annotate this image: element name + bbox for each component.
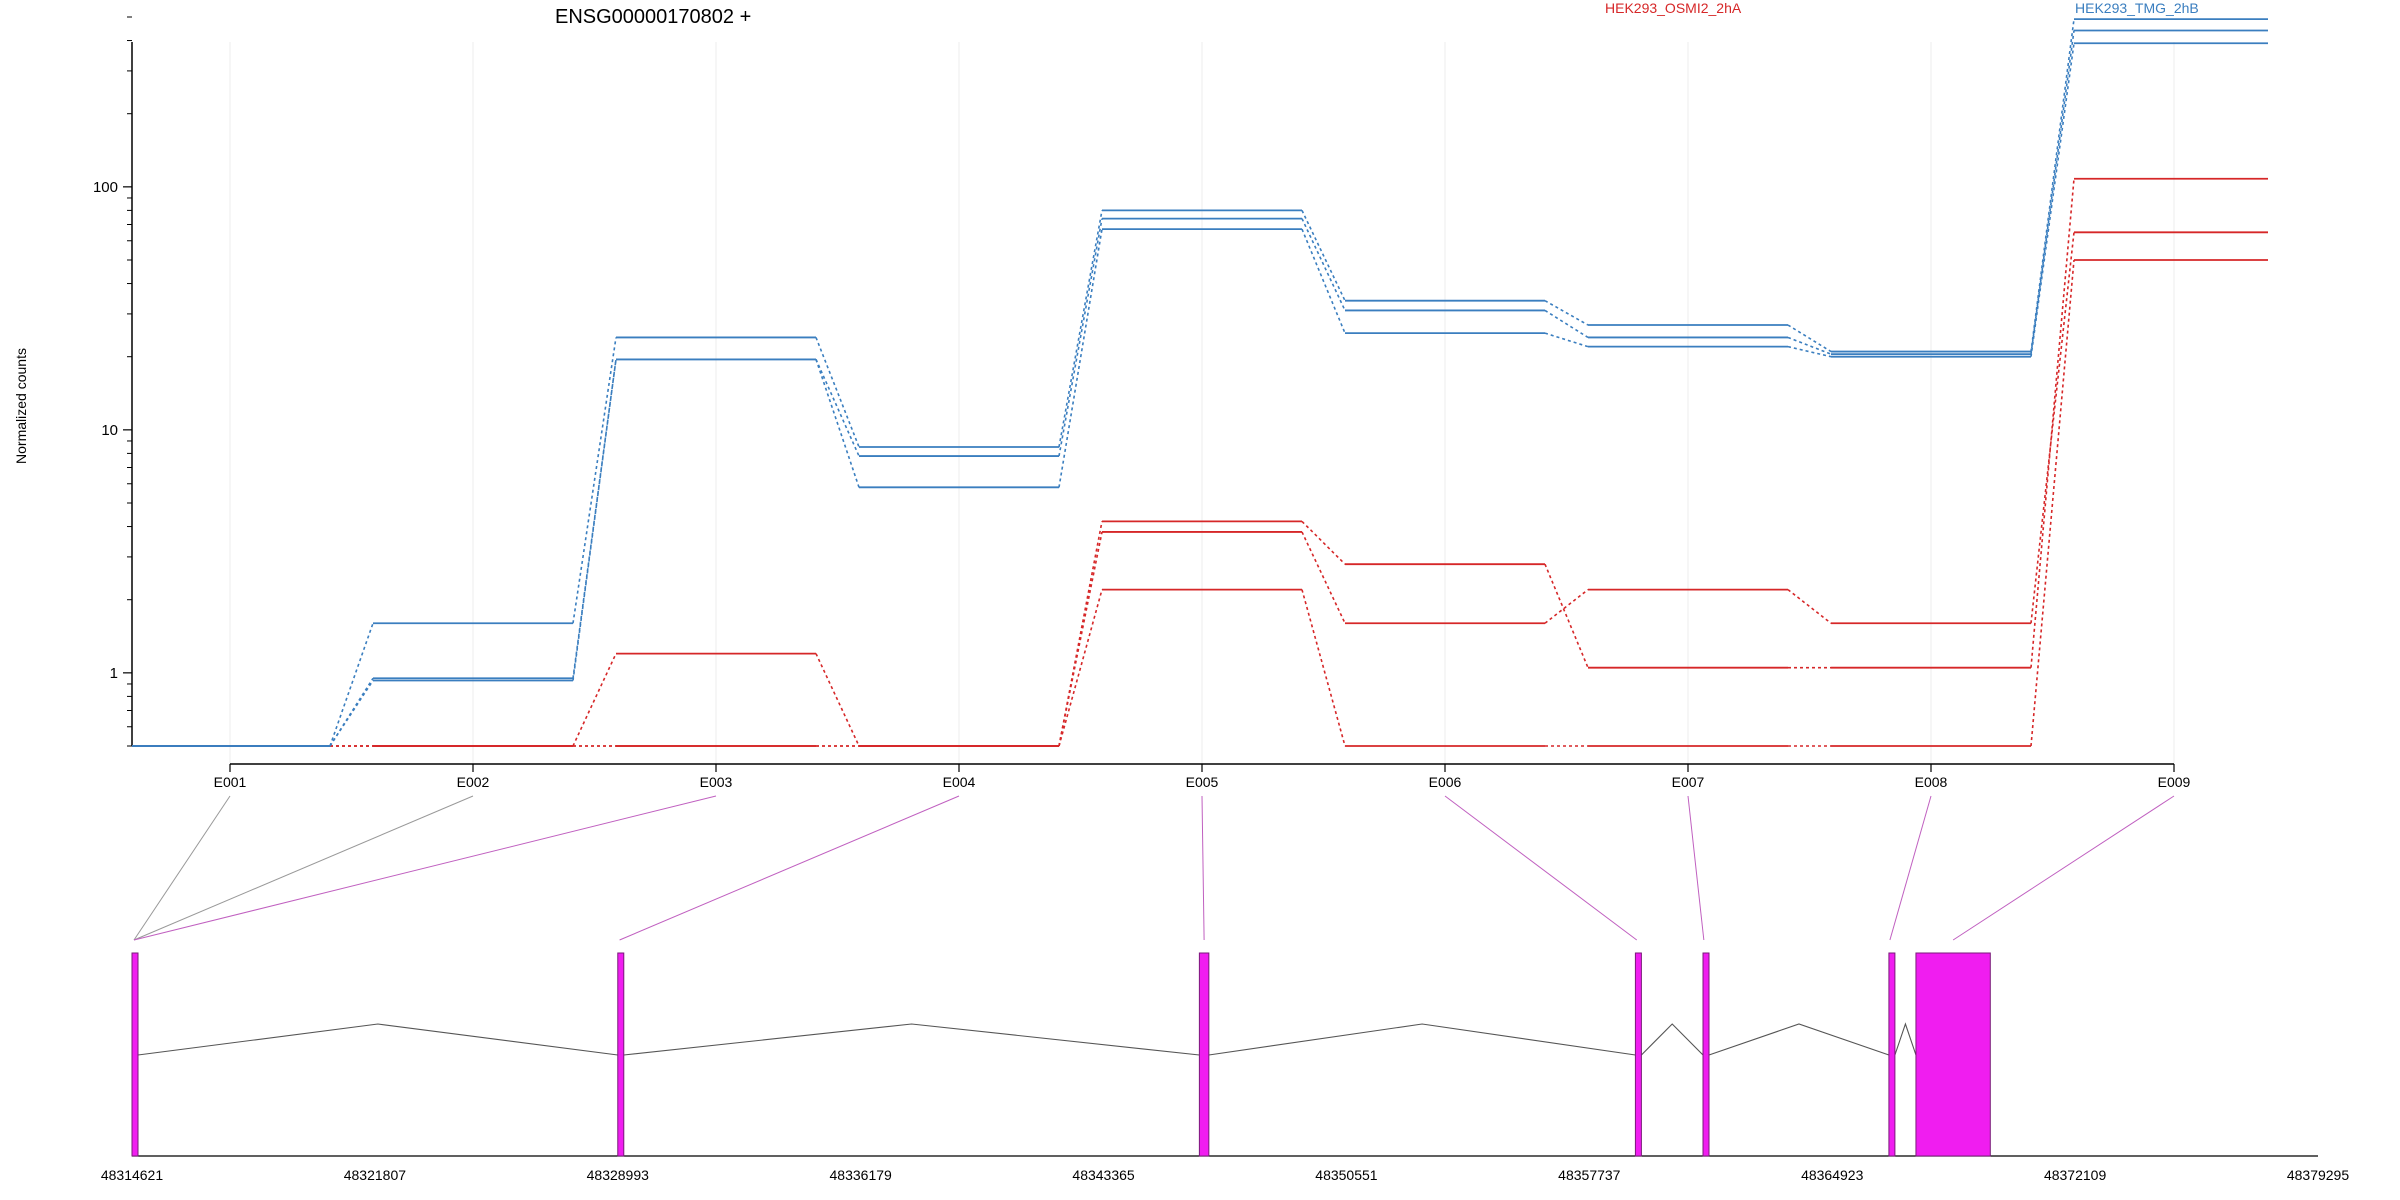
- series-connector: [572, 359, 617, 681]
- exon-connector: [1444, 795, 1638, 941]
- series-connector: [1544, 300, 1589, 326]
- series-connector: [1544, 563, 1589, 669]
- series-connector: [329, 680, 374, 747]
- exon-connector: [619, 795, 960, 941]
- x-tick-label: E007: [1672, 774, 1705, 790]
- coordinate-label: 48357737: [1558, 1167, 1621, 1183]
- series-connector: [1301, 520, 1346, 565]
- series-connector: [815, 337, 860, 448]
- intron-line: [137, 1023, 618, 1056]
- series-connector: [2030, 43, 2075, 357]
- grid: [229, 42, 2175, 764]
- y-tick-label: 100: [93, 179, 118, 196]
- series-connector: [1544, 332, 1589, 348]
- series-connector: [1544, 589, 1589, 624]
- legend-entry-osmi[interactable]: HEK293_OSMI2_2hA: [1605, 0, 1742, 16]
- exon-connector: [133, 795, 474, 941]
- x-tick-label: E001: [214, 774, 247, 790]
- x-tick-label: E004: [943, 774, 976, 790]
- gene-model: 48314621 48321807 48328993 48336179 48343365…: [101, 795, 2350, 1183]
- series-connector: [815, 653, 860, 747]
- coordinate-label: 48314621: [101, 1167, 164, 1183]
- series-connector: [2030, 259, 2075, 747]
- series-connector: [1787, 345, 1832, 358]
- series-connector: [815, 359, 860, 488]
- x-tick-label: E008: [1915, 774, 1948, 790]
- exon-block: [1634, 952, 1642, 1157]
- intron-line: [623, 1023, 1200, 1056]
- series-connector: [815, 359, 860, 457]
- series-connector: [2030, 178, 2075, 668]
- exon-connector: [1201, 795, 1205, 941]
- series-connector: [2030, 30, 2075, 355]
- x-tick-label: E003: [700, 774, 733, 790]
- series-connector: [572, 337, 617, 624]
- x-tick-label: E002: [457, 774, 490, 790]
- series-osmi-0: [132, 177, 2268, 747]
- series-connector: [1787, 336, 1832, 355]
- series-connector: [1301, 228, 1346, 334]
- intron-line: [1708, 1023, 1890, 1056]
- series-connector: [1301, 218, 1346, 311]
- coordinate-label: 48328993: [587, 1167, 650, 1183]
- series-connector: [1787, 589, 1832, 624]
- x-tick-label: E005: [1186, 774, 1219, 790]
- exon-connector: [133, 795, 231, 941]
- exon-block: [1198, 952, 1210, 1157]
- intron-line: [1894, 1022, 1917, 1056]
- chart-title: ENSG00000170802 +: [555, 6, 751, 28]
- series-connector: [1058, 531, 1103, 747]
- expression-chart: ENSG00000170802 + HEK293_OSMI2_2hA HEK29…: [13, 0, 2268, 790]
- series-connector: [329, 622, 374, 747]
- legend-entry-tmg[interactable]: HEK293_TMG_2hB: [2075, 0, 2199, 16]
- intron-line: [1641, 1023, 1704, 1056]
- exon-connector: [1687, 795, 1705, 941]
- coordinate-label: 48343365: [1072, 1167, 1135, 1183]
- exon-block: [131, 952, 139, 1157]
- series-lines: [132, 18, 2268, 747]
- exon-connector: [133, 795, 717, 941]
- series-connector: [1301, 210, 1346, 302]
- series-connector: [1301, 531, 1346, 624]
- exon-connector: [1889, 795, 1932, 941]
- series-tmg-3: [132, 18, 2268, 747]
- series-connector: [1058, 228, 1103, 488]
- series-connector: [1544, 309, 1589, 339]
- series-connector: [1058, 210, 1103, 448]
- x-tick-label: E006: [1429, 774, 1462, 790]
- y-tick-label: 1: [110, 665, 118, 682]
- series-connector: [1058, 521, 1103, 747]
- coordinate-label: 48321807: [344, 1167, 407, 1183]
- series-connector: [1301, 589, 1346, 747]
- series-tmg-4: [132, 29, 2268, 747]
- exon-block: [1915, 952, 1991, 1157]
- coordinate-label: 48364923: [1801, 1167, 1864, 1183]
- x-tick-label: E009: [2158, 774, 2191, 790]
- series-connector: [572, 653, 617, 747]
- coordinate-label: 48372109: [2044, 1167, 2107, 1183]
- coordinate-label: 48350551: [1315, 1167, 1378, 1183]
- coordinate-label: 48336179: [830, 1167, 893, 1183]
- intron-line: [1208, 1023, 1636, 1056]
- series-osmi-2: [132, 259, 2268, 747]
- series-osmi-1: [132, 231, 2268, 747]
- coordinate-label: 48379295: [2287, 1167, 2350, 1183]
- exon-block: [1888, 952, 1896, 1157]
- series-tmg-5: [132, 42, 2268, 747]
- y-axis-label: Normalized counts: [13, 348, 29, 464]
- series-connector: [1787, 324, 1832, 353]
- axes: 1 10 100 E001 E002 E003 E004 E005 E006 E007 E008 E0…: [93, 16, 2191, 790]
- exon-connector: [1952, 795, 2175, 941]
- series-connector: [1058, 589, 1103, 747]
- series-connector: [1058, 218, 1103, 457]
- exon-block: [1702, 952, 1710, 1157]
- exon-block: [617, 952, 625, 1157]
- series-connector: [2030, 19, 2075, 352]
- y-tick-label: 10: [101, 422, 118, 439]
